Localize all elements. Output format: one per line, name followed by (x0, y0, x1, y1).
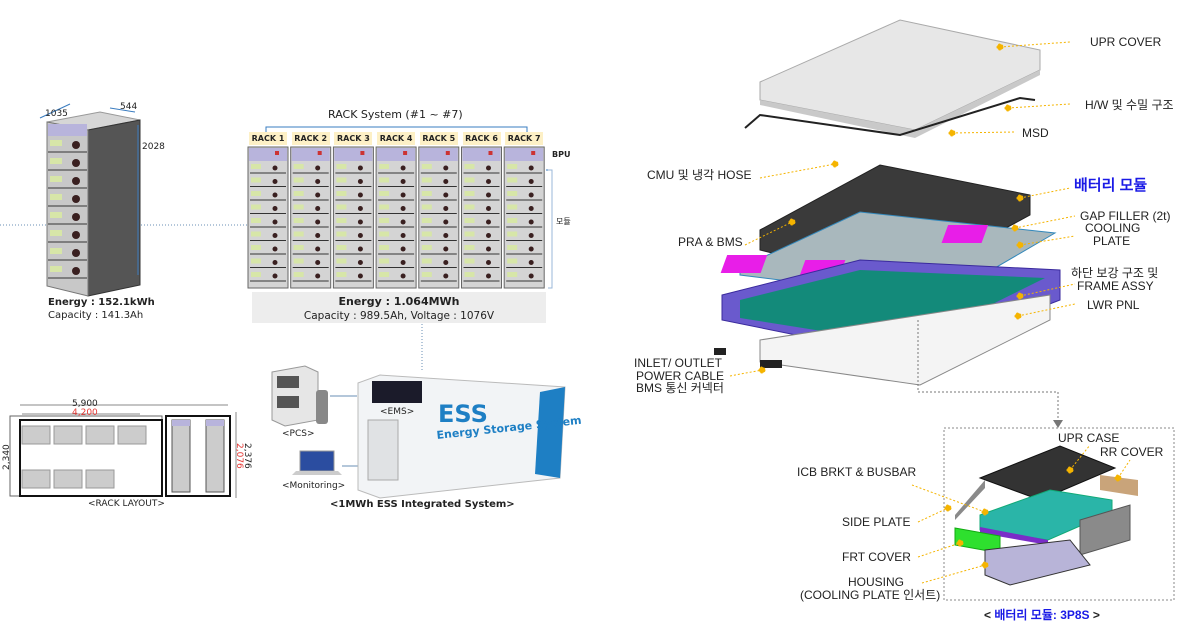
ess-container-image (357, 374, 566, 499)
label-inlet-outlet: INLET/ OUTLET (634, 356, 723, 370)
rack-unit (332, 146, 374, 289)
module-caption-text: 배터리 모듈: 3P8S (994, 608, 1090, 622)
leader-lines (729, 41, 1076, 377)
module-label: 모듈 (556, 217, 571, 226)
rack-bracket (265, 126, 528, 133)
module-slot (50, 248, 62, 254)
single-rack-energy: Energy : 152.1kWh (48, 297, 155, 308)
label-housing-note: (COOLING PLATE 인서트) (800, 588, 941, 602)
module-connector (72, 195, 80, 203)
rack-unit (418, 146, 460, 289)
module-connector (72, 177, 80, 185)
rack-unit (461, 146, 502, 289)
label-battery-module: 배터리 모듈 (1074, 177, 1148, 194)
bpu-label: BPU (552, 150, 571, 159)
rack-system-energy: Energy : 1.064MWh (338, 295, 460, 308)
rack-array (247, 146, 545, 289)
ems-label: <EMS> (380, 407, 415, 417)
module-frame (943, 427, 1175, 601)
label-rr-cover: RR COVER (1100, 445, 1164, 459)
rack-label: RACK 1 (249, 132, 287, 145)
rack-label: RACK 7 (505, 132, 544, 145)
monitoring-laptop-image (292, 450, 358, 475)
label-gap-filler: GAP FILLER (2t) (1080, 209, 1171, 223)
rack-system-summary: Energy : 1.064MWh Capacity : 989.5Ah, Vo… (252, 292, 546, 323)
rack-label: RACK 5 (419, 132, 458, 145)
module-connector (72, 267, 80, 275)
rack-layout-drawing (9, 404, 237, 498)
pcs-image (271, 365, 357, 427)
rack-height-dimension: 2028 (142, 142, 165, 152)
module-connector (72, 249, 80, 257)
rack-label: RACK 2 (291, 132, 330, 145)
label-hw: H/W 및 수밀 구조 (1085, 98, 1174, 112)
module-slot (50, 176, 62, 182)
label-pra-bms: PRA & BMS (678, 235, 743, 249)
layout-height-inner: 2,076 (234, 443, 244, 469)
module-slot (50, 158, 62, 164)
layout-width-inner: 4,200 (72, 408, 98, 418)
battery-module-exploded-image (954, 445, 1138, 586)
module-slot (50, 140, 62, 146)
label-msd: MSD (1022, 126, 1049, 140)
label-power-cable: POWER CABLE (636, 369, 725, 383)
rack-layout-caption: <RACK LAYOUT> (88, 499, 165, 509)
label-side-plate: SIDE PLATE (842, 515, 911, 529)
caption-bracket-close: > (1089, 608, 1100, 622)
label-frame-assy: FRAME ASSY (1077, 279, 1154, 293)
label-cmu: CMU 및 냉각 HOSE (647, 168, 752, 182)
label-lower-reinforcement: 하단 보강 구조 및 (1071, 266, 1159, 280)
container-title: ESS (438, 400, 488, 428)
rack-unit (375, 146, 417, 289)
module-caption: < 배터리 모듈: 3P8S > (984, 609, 1100, 621)
single-rack-image (39, 103, 141, 297)
rack-label: RACK 4 (377, 132, 416, 145)
layout-rack-footprint (21, 425, 51, 445)
caption-bracket-open: < (984, 608, 995, 622)
module-slot (50, 266, 62, 272)
label-cooling: COOLING (1085, 221, 1141, 235)
battery-pack-exploded-image (714, 19, 1063, 428)
module-connector (72, 159, 80, 167)
monitoring-label: <Monitoring> (282, 481, 346, 491)
layout-height-left: 2,340 (2, 444, 12, 470)
label-frt-cover: FRT COVER (842, 550, 911, 564)
rack-unit (503, 146, 545, 289)
rack-depth-dimension: 544 (120, 102, 138, 112)
rack-label: RACK 3 (334, 132, 373, 145)
layout-width-outer: 5,900 (72, 399, 98, 409)
layout-rack-footprint (85, 469, 115, 489)
label-icb-brkt: ICB BRKT & BUSBAR (797, 465, 917, 479)
module-slot (50, 212, 62, 218)
label-housing: HOUSING (848, 575, 905, 589)
rack-width-dimension: 1035 (45, 109, 68, 119)
rack-unit (290, 146, 332, 289)
module-connector (72, 213, 80, 221)
rack-system-capacity-voltage: Capacity : 989.5Ah, Voltage : 1076V (303, 310, 495, 322)
rack-unit (247, 146, 289, 289)
layout-rack-footprint (117, 425, 147, 445)
module-slot (50, 230, 62, 236)
module-connector (72, 141, 80, 149)
label-lwr-pnl: LWR PNL (1087, 298, 1140, 312)
module-slot (50, 194, 62, 200)
rack-label: RACK 6 (462, 132, 501, 145)
label-bms-connector: BMS 통신 커넥터 (636, 381, 724, 395)
layout-rack-footprint (53, 469, 83, 489)
label-plate: PLATE (1093, 234, 1131, 248)
module-leader-lines (911, 444, 1131, 584)
layout-rack-footprint (21, 469, 51, 489)
layout-rack-footprint (85, 425, 115, 445)
integrated-system-caption: <1MWh ESS Integrated System> (330, 499, 515, 510)
pcs-label: <PCS> (282, 429, 315, 439)
rack-system-title: RACK System (#1 ~ #7) (328, 108, 463, 121)
layout-rack-footprint (53, 425, 83, 445)
label-upr-case: UPR CASE (1058, 431, 1120, 445)
single-rack-capacity: Capacity : 141.3Ah (48, 310, 144, 321)
label-upr-cover: UPR COVER (1090, 35, 1162, 49)
module-connector (72, 231, 80, 239)
